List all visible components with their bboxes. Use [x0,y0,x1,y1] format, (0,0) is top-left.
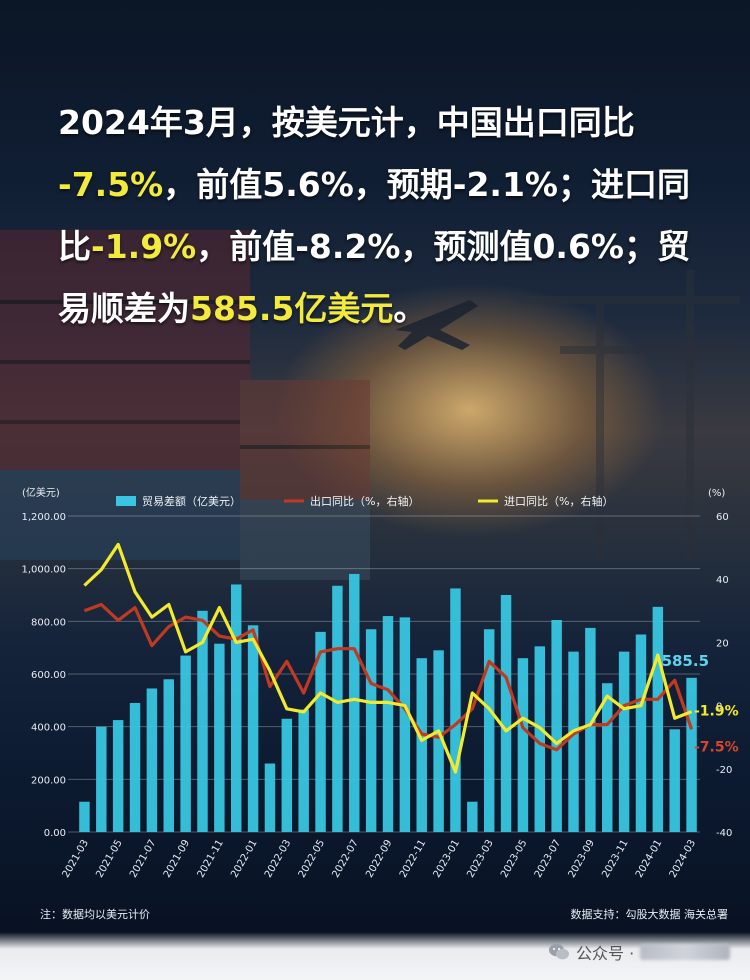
left-tick-label: 200.00 [31,775,66,786]
x-tick-label: 2023-07 [533,838,563,880]
x-tick-label: 2021-03 [61,838,91,880]
trade-balance-bar [180,655,191,832]
headline: 2024年3月，按美元计，中国出口同比 -7.5%，前值5.6%，预期-2.1%… [58,92,708,340]
trade-balance-bar [365,629,377,832]
left-tick-label: 0.00 [44,828,66,839]
trade-balance-bar [129,702,141,832]
trade-balance-bar [96,726,107,832]
x-tick-label: 2022-11 [398,838,428,880]
right-unit-label: (%) [708,488,725,499]
trade-balance-bar [602,683,613,832]
airplane-icon [395,300,478,350]
trade-balance-bar [281,718,293,832]
trade-balance-bar [214,643,225,832]
legend-swatch-bar [116,496,136,506]
account-name-blurred [640,944,731,960]
left-tick-label: 600.00 [31,670,66,681]
left-tick-label: 400.00 [31,723,66,734]
trade-surplus-highlight: 585.5亿美元 [190,289,394,328]
port-crane [520,270,740,560]
trade-balance-bar [618,651,630,832]
trade-balance-bar [534,646,546,832]
left-tick-label: 1,000.00 [21,565,66,576]
import-yoy-highlight: -1.9% [91,227,197,266]
legend-label: 贸易差额（亿美元） [142,494,241,508]
footnote: 注：数据均以美元计价 [40,908,150,921]
right-tick-label: -20 [716,765,732,776]
trade-balance-bar [349,573,360,832]
trade-balance-bar [332,585,343,832]
trade-balance-bar [79,801,90,832]
bar-end-label: 585.5 [662,652,709,670]
right-tick-label: 0 [716,702,722,713]
headline-line-1: 2024年3月，按美元计，中国出口同比 [58,103,635,142]
data-source: 数据支持：勾股大数据 海关总署 [570,908,729,921]
right-tick-label: -40 [716,828,732,839]
trade-balance-bar [635,634,647,832]
trade-balance-bar [500,595,512,832]
trade-balance-bar [163,679,174,832]
trade-balance-bar [399,617,411,832]
trade-balance-bar [197,610,208,832]
right-tick-label: 40 [716,575,729,586]
x-tick-label: 2022-03 [263,838,293,880]
trade-balance-bar [669,729,680,832]
trade-balance-bar [298,709,309,832]
trade-balance-bar [433,650,444,832]
x-tick-label: 2022-09 [364,838,394,880]
trade-balance-bar [652,606,664,832]
x-tick-label: 2022-05 [297,838,327,880]
headline-line-2: -7.5%，前值5.6%，预期-2.1%；进口同 [58,165,690,204]
left-unit-label: (亿美元) [22,486,60,499]
trade-balance-bar [264,763,276,832]
trade-balance-bar [315,631,326,832]
trade-balance-bar [568,651,579,832]
trade-chart: 0.00 200.00 400.00 600.00 800.00 1,000.00 1,20… [21,486,739,880]
x-tick-label: 2021-11 [196,838,226,880]
footer-bar [0,932,750,980]
x-tick-label: 2021-07 [128,838,158,880]
x-tick-label: 2023-01 [432,838,462,880]
container-stack-left [0,230,370,580]
import-yoy-line [83,542,693,774]
x-tick-label: 2023-05 [499,838,529,880]
trade-balance-bar [247,625,259,832]
x-tick-label: 2021-09 [162,838,192,880]
x-tick-label: 2024-01 [634,838,664,880]
left-tick-label: 1,200.00 [21,512,66,523]
import-end-label: -1.9% [694,704,739,720]
trade-balance-bar [112,720,124,832]
trade-balance-bar [230,584,242,832]
headline-line-4: 易顺差为585.5亿美元。 [58,289,427,328]
x-tick-label: 2024-03 [668,838,698,880]
x-tick-label: 2022-01 [229,838,259,880]
x-tick-label: 2023-03 [465,838,495,880]
trade-balance-bar [517,658,529,832]
right-tick-label: 60 [716,512,729,523]
trade-balance-bar [585,627,596,832]
x-tick-label: 2023-09 [567,838,597,880]
x-tick-label: 2022-07 [330,838,360,880]
legend-label: 进口同比（%，右轴） [504,494,613,508]
wechat-icon [549,943,569,960]
wechat-label: 公众号 · [576,944,635,963]
right-tick-label: 20 [716,638,729,649]
trade-balance-bar [686,677,697,832]
trade-balance-bar [416,658,427,832]
trade-balance-bar [551,620,562,832]
export-end-label: -7.5% [694,739,739,755]
left-tick-label: 800.00 [31,617,66,628]
trade-balance-bar [467,801,478,832]
trade-balance-bar [146,688,158,832]
legend-label: 出口同比（%，右轴） [310,494,419,508]
x-tick-label: 2023-11 [600,838,630,880]
wechat-account[interactable]: 公众号 · [548,940,731,964]
export-yoy-highlight: -7.5% [58,165,164,204]
trade-balance-bar [450,588,461,832]
trade-balance-bar [483,629,495,832]
x-tick-label: 2021-05 [94,838,124,880]
trade-balance-bar [382,616,394,832]
headline-line-3: 比-1.9%，前值-8.2%，预测值0.6%；贸 [58,227,690,266]
